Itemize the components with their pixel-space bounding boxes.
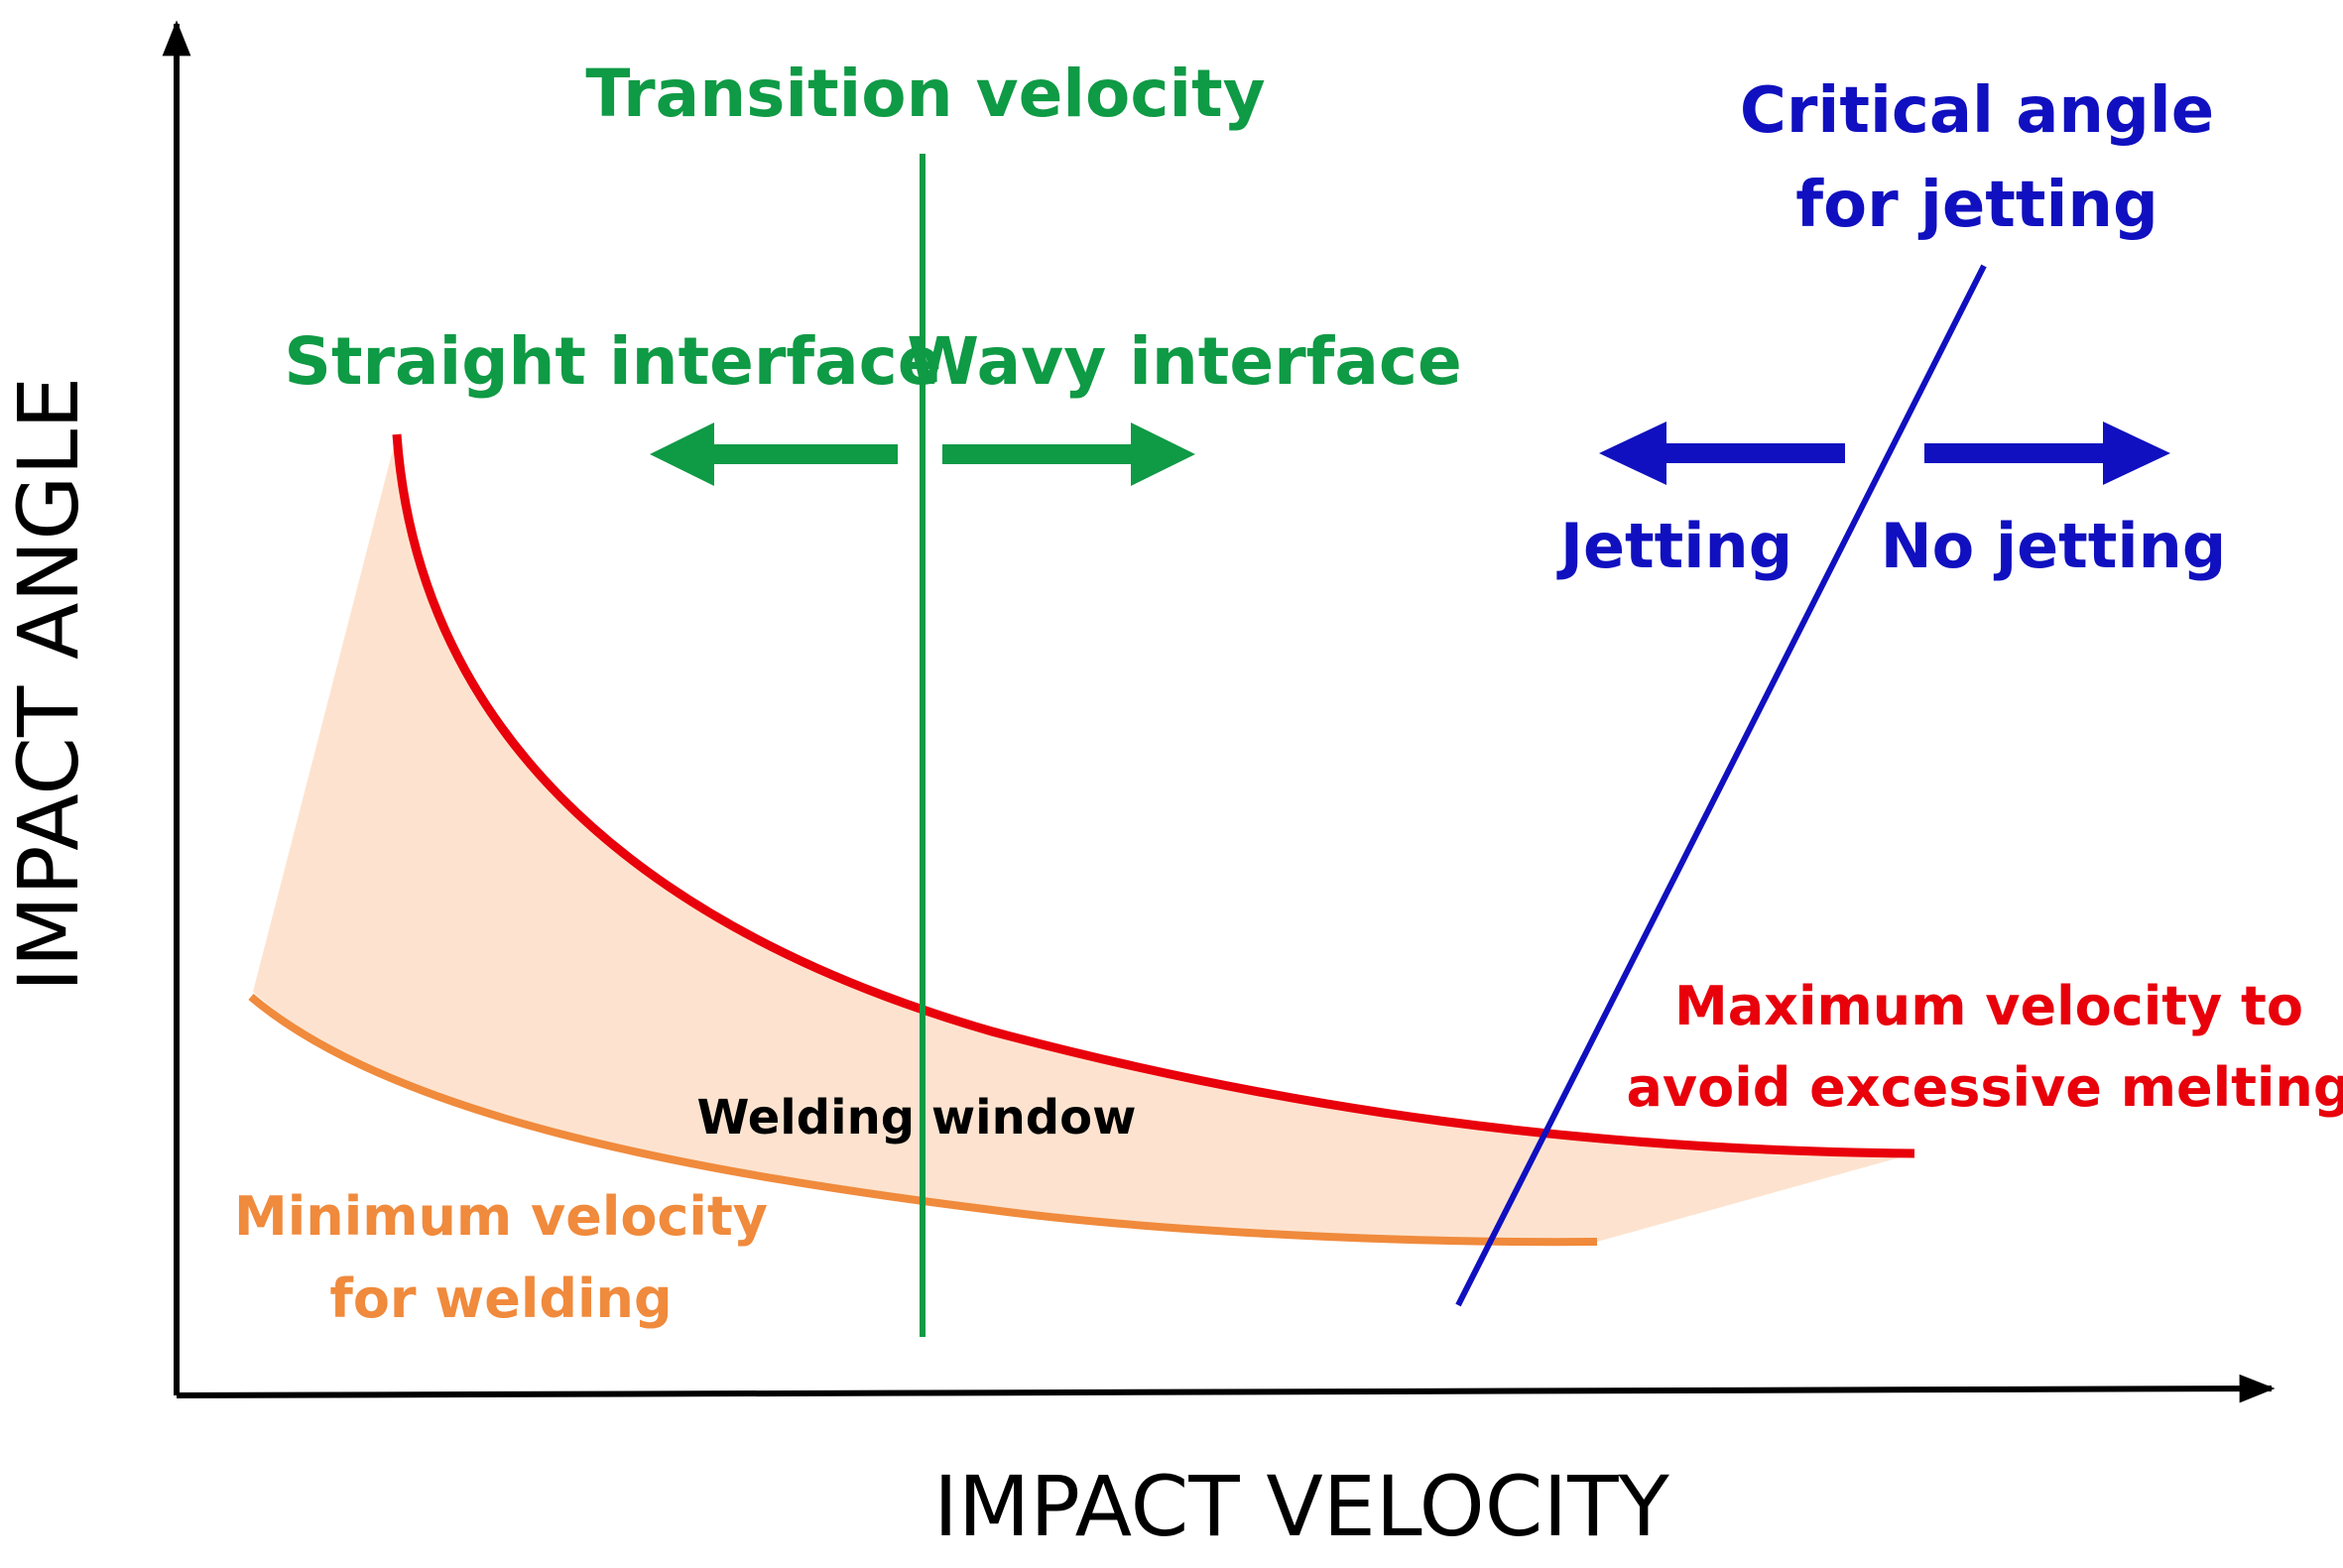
jetting-arrow bbox=[1599, 422, 1845, 485]
min-velocity-label-line1: Minimum velocity bbox=[234, 1185, 768, 1248]
no-jetting-label: No jetting bbox=[1881, 510, 2226, 582]
welding-window-label: Welding window bbox=[697, 1090, 1137, 1146]
x-axis bbox=[176, 1374, 2276, 1403]
wavy-interface-label: Wavy interface bbox=[907, 323, 1462, 400]
y-axis-label: IMPACT ANGLE bbox=[0, 377, 97, 992]
straight-interface-arrow bbox=[650, 422, 898, 486]
no-jetting-arrow bbox=[1924, 422, 2170, 485]
wavy-interface-arrow bbox=[942, 422, 1195, 486]
minimum-velocity-curve bbox=[248, 993, 1598, 1247]
min-velocity-label-line2: for welding bbox=[329, 1267, 672, 1330]
maximum-velocity-curve bbox=[392, 433, 1915, 1158]
welding-window-region bbox=[253, 434, 1914, 1243]
critical-angle-title-line2: for jetting bbox=[1795, 169, 2158, 242]
critical-angle-line bbox=[1455, 264, 1987, 1307]
transition-velocity-title: Transition velocity bbox=[585, 56, 1265, 132]
critical-angle-title-line1: Critical angle bbox=[1740, 74, 2214, 148]
max-velocity-label-line2: avoid excessive melting bbox=[1626, 1056, 2343, 1119]
max-velocity-label-line1: Maximum velocity to bbox=[1674, 975, 2303, 1037]
x-axis-label: IMPACT VELOCITY bbox=[933, 1458, 1669, 1555]
straight-interface-label: Straight interface bbox=[284, 323, 941, 400]
jetting-label: Jetting bbox=[1556, 510, 1792, 582]
